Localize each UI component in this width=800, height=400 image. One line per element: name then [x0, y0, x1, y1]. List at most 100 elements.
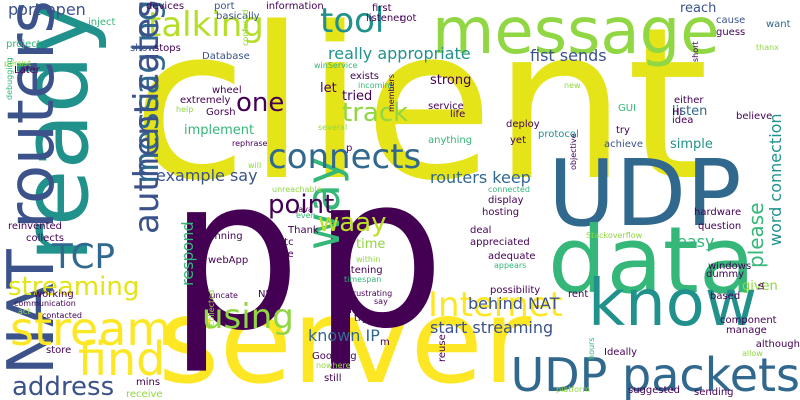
word-known-ip: known IP — [308, 328, 380, 344]
word-waay: waay — [318, 210, 387, 236]
word-sending: sending — [694, 388, 734, 398]
word-nowhere: nowhere — [316, 362, 351, 370]
word-routers-keep: routers keep — [430, 170, 531, 186]
word-inject: inject — [88, 18, 115, 28]
word-time: time — [356, 238, 385, 251]
word-connects: connects — [268, 140, 421, 174]
word-act: act — [18, 308, 30, 316]
word-listener: listener — [366, 14, 403, 24]
word-ia: IA — [758, 282, 766, 290]
word-basically: basically — [216, 12, 260, 22]
word-collected: collected — [208, 290, 216, 326]
word-please: please — [746, 202, 766, 268]
word-timespan: timespan — [344, 276, 381, 284]
word-appreciated: appreciated — [470, 238, 530, 248]
word-question: question — [698, 222, 741, 232]
word-rent: rent — [568, 290, 588, 300]
word-thanx: thanx — [756, 44, 779, 52]
word-gorsh: Gorsh — [206, 108, 236, 118]
word-ideally: Ideally — [604, 348, 637, 358]
word-even: even — [296, 212, 316, 220]
word-platform: platform — [556, 386, 590, 394]
word-reinvented: reinvented — [8, 222, 62, 232]
word-frustrating: frustrating — [350, 290, 392, 298]
word-example-say: example say — [156, 168, 258, 184]
word-implement: implement — [184, 124, 254, 137]
word-thank: Thank — [288, 226, 319, 236]
word-running: running — [204, 232, 243, 242]
word-really-appropriate: really appropriate — [328, 46, 471, 62]
word-deploy: deploy — [506, 120, 540, 130]
word-confused: confused — [242, 10, 250, 46]
word-stops: stops — [154, 44, 181, 54]
word-let: let — [320, 82, 337, 95]
word-winservice: winService — [314, 62, 357, 70]
word-collects: collects — [26, 234, 64, 244]
word-easy: easy — [677, 234, 714, 250]
word-either: either — [674, 96, 703, 106]
word-new: new — [564, 82, 581, 90]
word-want: want — [766, 20, 791, 30]
word-simple: simple — [670, 138, 713, 151]
word-manage: manage — [726, 326, 767, 336]
word-word-connection: word connection — [768, 113, 784, 246]
word-connected: connected — [488, 186, 530, 194]
word-tcp: TCP — [52, 240, 115, 274]
word-several: several — [318, 124, 347, 132]
word-unreachable: unreachable — [272, 186, 322, 194]
word-stackoverflow: Stackoverflow — [586, 232, 642, 240]
word-gui: GUI — [618, 104, 636, 114]
word-tried: tried — [342, 90, 372, 103]
word-fist-sends: fist sends — [530, 48, 607, 64]
word-deal: deal — [470, 226, 491, 236]
word-short: short — [692, 41, 700, 62]
word-guess: guess — [716, 28, 745, 38]
word-achieve: achieve — [604, 140, 643, 150]
word-information: information — [266, 2, 324, 12]
word-rephrase: rephrase — [232, 140, 267, 148]
word-hardware: hardware — [694, 208, 741, 218]
word-based: based — [710, 292, 740, 302]
word-got: got — [400, 14, 416, 24]
word-etc: etc — [278, 238, 294, 248]
word-database: Database — [202, 52, 250, 62]
word-hosting: hosting — [482, 208, 519, 218]
word-devices: devices — [146, 2, 184, 12]
word-dummy: dummy — [706, 270, 744, 280]
word-hi: Hi — [672, 108, 682, 118]
word-use: use — [276, 250, 294, 260]
word-say: say — [374, 298, 388, 306]
word-debugging: debugging — [6, 57, 14, 100]
word-net: NET — [258, 290, 278, 300]
word-start-streaming: start streaming — [430, 320, 553, 336]
word-appears: appears — [494, 262, 526, 270]
word-reuse: reuse — [438, 334, 448, 362]
word-p-small: p — [346, 144, 352, 154]
word-anything: anything — [428, 136, 472, 146]
word-one: one — [236, 90, 284, 116]
word-possibility: possibility — [490, 286, 540, 296]
word-within: within — [356, 256, 380, 264]
word-contacted: contacted — [42, 312, 82, 320]
word-port-open: port open — [8, 2, 86, 18]
word-m: m — [380, 338, 390, 348]
word-members: members — [388, 74, 396, 112]
word-strong: strong — [430, 74, 471, 87]
word-still: still — [324, 374, 341, 384]
word-allow: allow — [742, 350, 763, 358]
word-project: project — [6, 40, 41, 50]
word-help: help — [176, 106, 193, 114]
word-receive: receive — [126, 390, 163, 400]
word-address: address — [12, 374, 114, 400]
word-suggested: suggested — [628, 386, 680, 396]
word-hours: hours — [588, 338, 596, 361]
word-cause: cause — [716, 16, 745, 26]
word-later: Later — [14, 66, 40, 76]
word-mins: mins — [136, 378, 160, 388]
word-store: store — [46, 346, 71, 356]
word-believe: believe — [736, 112, 772, 122]
word-respond: respond — [180, 221, 196, 286]
word-first: first — [372, 4, 392, 14]
word-will: will — [248, 162, 261, 170]
